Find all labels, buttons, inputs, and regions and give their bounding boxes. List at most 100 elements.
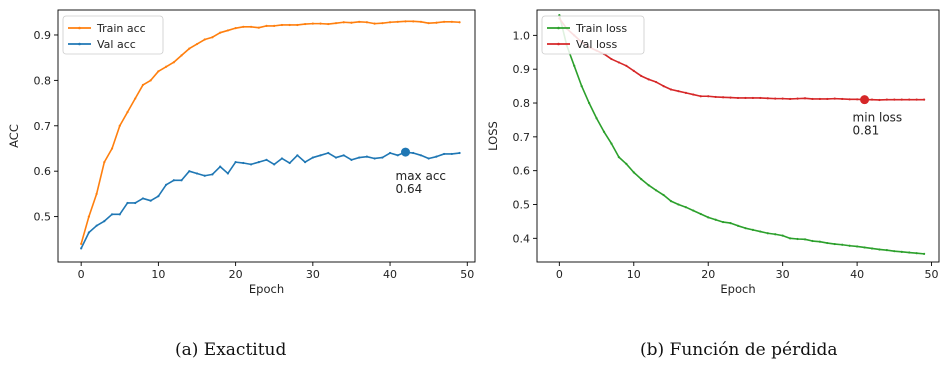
legend-swatch-dot <box>557 26 560 30</box>
legend-label: Val loss <box>576 38 617 51</box>
data-point <box>334 156 338 159</box>
data-point <box>848 98 851 101</box>
data-point <box>226 29 229 32</box>
data-point <box>707 95 710 98</box>
data-point <box>280 157 284 160</box>
data-point <box>365 21 368 24</box>
data-point <box>632 171 635 174</box>
x-axis-label: Epoch <box>249 282 284 296</box>
data-point <box>95 224 98 227</box>
chart-panel-1: 0 10 20 30 40 50 0.5 0.6 0.7 0.8 0.9 Epoch ACC max ac… <box>7 9 476 296</box>
data-point <box>722 220 725 224</box>
plot-frame <box>57 9 476 263</box>
data-point <box>602 130 606 133</box>
data-point <box>342 21 345 24</box>
data-point <box>915 98 918 101</box>
data-point <box>443 20 446 23</box>
data-point <box>219 165 222 168</box>
data-point <box>707 216 710 219</box>
data-point <box>242 25 245 28</box>
x-tick-label: 50 <box>460 268 474 281</box>
data-point <box>265 24 268 27</box>
y-tick-label: 0.9 <box>34 29 52 42</box>
data-point <box>334 22 338 25</box>
data-point <box>311 22 314 25</box>
highlight-marker <box>860 95 870 105</box>
data-point <box>662 193 665 197</box>
data-point <box>195 172 199 175</box>
data-point <box>610 57 613 61</box>
data-point <box>722 96 725 99</box>
data-point <box>751 228 754 231</box>
series-line-train-acc <box>80 20 460 245</box>
y-tick-label: 0.6 <box>34 165 52 178</box>
legend-label: Train loss <box>575 22 627 35</box>
x-tick-label: 20 <box>701 268 715 281</box>
data-point <box>640 74 643 78</box>
data-point <box>848 244 851 247</box>
data-point <box>915 252 918 255</box>
data-point <box>774 233 777 236</box>
data-point <box>134 97 137 100</box>
data-point <box>381 22 384 25</box>
series-line-val-acc <box>80 151 460 249</box>
legend-swatch-dot <box>78 26 81 30</box>
data-point <box>327 22 330 26</box>
data-point <box>273 163 276 166</box>
x-tick-label: 20 <box>229 268 243 281</box>
data-point <box>396 154 399 157</box>
data-point <box>134 201 137 205</box>
data-point <box>841 97 844 101</box>
data-point <box>826 97 829 101</box>
data-point <box>588 101 591 105</box>
data-point <box>900 250 903 253</box>
data-point <box>388 21 392 24</box>
y-tick-label: 0.8 <box>513 97 531 110</box>
data-point <box>435 21 438 24</box>
data-point <box>759 230 762 233</box>
data-point <box>923 252 926 255</box>
data-point <box>180 179 183 182</box>
data-point <box>573 64 576 67</box>
data-point <box>342 154 345 157</box>
data-point <box>319 22 322 25</box>
data-point <box>923 98 926 101</box>
data-point <box>141 197 145 200</box>
data-point <box>296 154 299 157</box>
data-point <box>273 24 276 27</box>
annotation-line2: 0.81 <box>853 124 880 138</box>
data-point <box>288 161 291 165</box>
data-point <box>103 220 106 223</box>
y-tick-label: 0.5 <box>513 198 531 211</box>
data-point <box>610 142 613 145</box>
data-point <box>195 42 199 46</box>
data-point <box>87 231 90 234</box>
data-point <box>625 162 628 166</box>
data-point <box>249 163 253 166</box>
data-point <box>311 156 314 159</box>
data-point <box>796 237 799 241</box>
data-point <box>885 249 888 252</box>
y-tick-label: 0.9 <box>513 63 531 76</box>
y-tick-label: 0.6 <box>513 165 531 178</box>
data-point <box>781 234 784 237</box>
x-tick-label: 0 <box>556 268 563 281</box>
x-tick-label: 40 <box>850 268 864 281</box>
x-tick-label: 30 <box>776 268 790 281</box>
data-point <box>803 97 807 100</box>
data-point <box>149 199 152 202</box>
data-point <box>319 154 322 157</box>
highlight-marker <box>401 147 410 157</box>
data-point <box>856 245 859 248</box>
data-point <box>632 69 635 72</box>
data-point <box>126 111 129 114</box>
annotation-line2: 0.64 <box>396 182 423 196</box>
data-point <box>684 206 687 209</box>
data-point <box>684 91 687 94</box>
data-point <box>751 96 754 100</box>
data-point <box>811 239 814 243</box>
data-point <box>640 178 643 181</box>
data-point <box>226 172 229 175</box>
data-point <box>211 36 214 39</box>
